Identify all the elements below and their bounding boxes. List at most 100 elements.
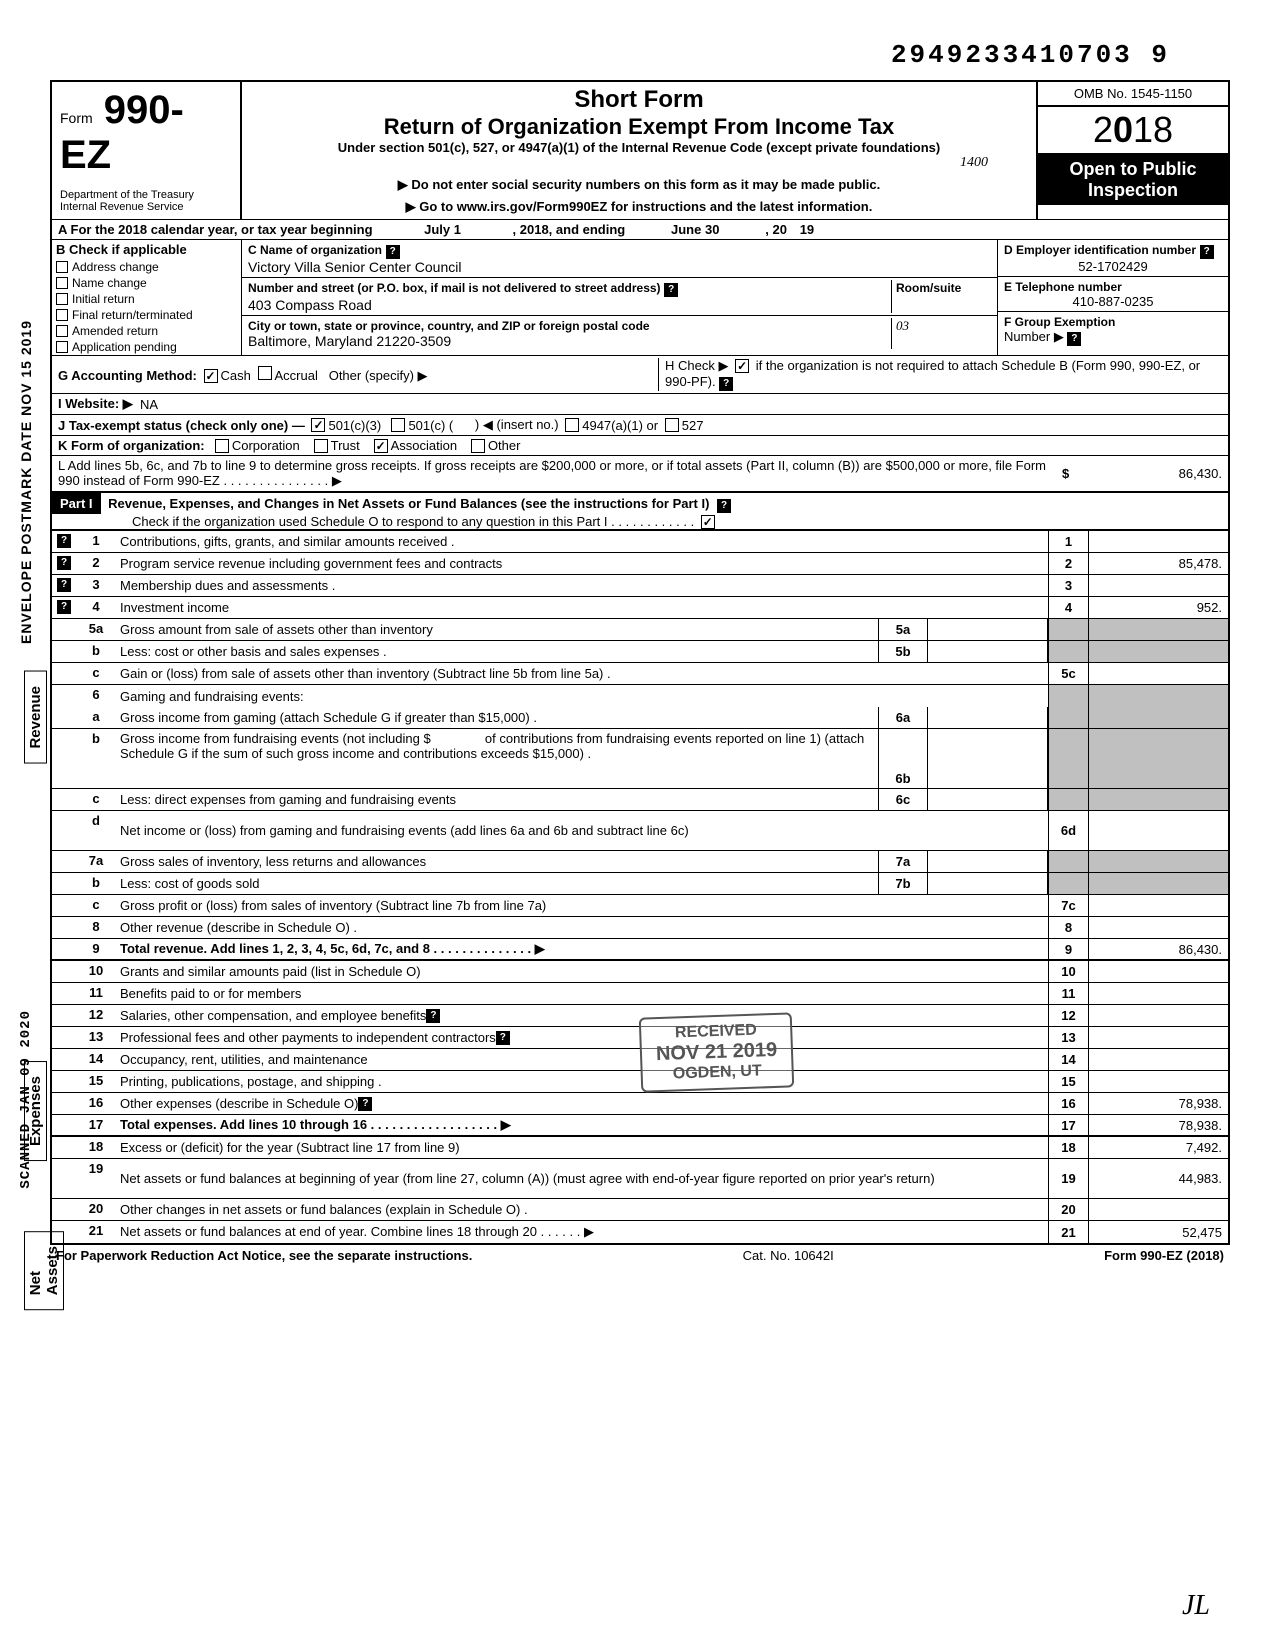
line-7a: 7a Gross sales of inventory, less return… xyxy=(52,851,1228,873)
help-icon[interactable]: ? xyxy=(496,1031,510,1045)
line-8: 8 Other revenue (describe in Schedule O)… xyxy=(52,917,1228,939)
chk-corp[interactable] xyxy=(215,439,229,453)
row-a-end-month: June 30 xyxy=(625,222,765,237)
side-label-revenue: Revenue xyxy=(24,671,47,764)
line-16-val: 78,938. xyxy=(1088,1093,1228,1114)
help-icon[interactable]: ? xyxy=(57,534,71,548)
line-5c: c Gain or (loss) from sale of assets oth… xyxy=(52,663,1228,685)
main-table: Revenue Expenses Net Assets ? 1Contribut… xyxy=(50,531,1230,1245)
line-7b: b Less: cost of goods sold 7b xyxy=(52,873,1228,895)
f-group-label: F Group Exemption xyxy=(1004,315,1115,329)
row-a-end-year: 19 xyxy=(787,222,827,237)
org-city: Baltimore, Maryland 21220-3509 xyxy=(248,333,451,349)
line-15-val xyxy=(1088,1071,1228,1092)
line-18-desc: Excess or (deficit) for the year (Subtra… xyxy=(120,1140,460,1155)
chk-amended-return[interactable]: Amended return xyxy=(52,323,241,339)
g-cash: Cash xyxy=(221,368,251,383)
chk-501c[interactable] xyxy=(391,418,405,432)
g-accrual: Accrual xyxy=(275,368,318,383)
room-handwritten: 03 xyxy=(896,318,909,333)
chk-final-return[interactable]: Final return/terminated xyxy=(52,307,241,323)
chk-address-change[interactable]: Address change xyxy=(52,259,241,275)
chk-accrual[interactable] xyxy=(258,366,272,380)
help-icon[interactable]: ? xyxy=(719,377,733,391)
line-7c: c Gross profit or (loss) from sales of i… xyxy=(52,895,1228,917)
footer-cat: Cat. No. 10642I xyxy=(743,1248,834,1263)
stamp-scanned: SCANNED JAN 09 2020 xyxy=(18,1010,34,1189)
chk-cash[interactable] xyxy=(204,369,218,383)
ein-value: 52-1702429 xyxy=(1004,259,1222,274)
line-6c-desc: Less: direct expenses from gaming and fu… xyxy=(120,792,456,807)
line-21: 21Net assets or fund balances at end of … xyxy=(52,1221,1228,1243)
line-18: 18Excess or (deficit) for the year (Subt… xyxy=(52,1137,1228,1159)
line-13-desc: Professional fees and other payments to … xyxy=(120,1030,496,1045)
chk-assoc[interactable] xyxy=(374,439,388,453)
line-7c-desc: Gross profit or (loss) from sales of inv… xyxy=(120,898,546,913)
handwritten-1400: 1400 xyxy=(250,155,1028,171)
help-icon[interactable]: ? xyxy=(1067,332,1081,346)
help-icon[interactable]: ? xyxy=(57,578,71,592)
line-6d-val xyxy=(1088,811,1228,850)
title-note-ssn: ▶ Do not enter social security numbers o… xyxy=(250,177,1028,193)
line-10: 10Grants and similar amounts paid (list … xyxy=(52,961,1228,983)
document-id: 2949233410703 9 xyxy=(891,40,1170,70)
header-right: OMB No. 1545-1150 2018 Open to Public In… xyxy=(1038,82,1228,219)
help-icon[interactable]: ? xyxy=(1200,245,1214,259)
stamp-received: RECEIVED NOV 21 2019 OGDEN, UT xyxy=(639,1012,795,1092)
chk-527[interactable] xyxy=(665,418,679,432)
chk-initial-return[interactable]: Initial return xyxy=(52,291,241,307)
line-14-val xyxy=(1088,1049,1228,1070)
help-icon[interactable]: ? xyxy=(57,600,71,614)
help-icon[interactable]: ? xyxy=(57,556,71,570)
title-note-url: ▶ Go to www.irs.gov/Form990EZ for instru… xyxy=(250,199,1028,215)
chk-other[interactable] xyxy=(471,439,485,453)
line-10-desc: Grants and similar amounts paid (list in… xyxy=(120,964,421,979)
chk-label: Final return/terminated xyxy=(72,308,193,322)
chk-name-change[interactable]: Name change xyxy=(52,275,241,291)
help-icon[interactable]: ? xyxy=(386,245,400,259)
col-c-org-info: C Name of organization ? Victory Villa S… xyxy=(242,240,998,355)
l-text: L Add lines 5b, 6c, and 7b to line 9 to … xyxy=(58,458,1062,489)
line-12-desc: Salaries, other compensation, and employ… xyxy=(120,1008,426,1023)
help-icon[interactable]: ? xyxy=(664,283,678,297)
footer: For Paperwork Reduction Act Notice, see … xyxy=(50,1245,1230,1266)
chk-4947[interactable] xyxy=(565,418,579,432)
help-icon[interactable]: ? xyxy=(426,1009,440,1023)
stamp-postmark: ENVELOPE POSTMARK DATE NOV 15 2019 xyxy=(18,320,34,644)
line-4: ? 4Investment income 4952. xyxy=(52,597,1228,619)
line-1: ? 1Contributions, gifts, grants, and sim… xyxy=(52,531,1228,553)
col-b-checkboxes: B Check if applicable Address change Nam… xyxy=(52,240,242,355)
title-short: Short Form xyxy=(250,86,1028,114)
chk-label: Initial return xyxy=(72,292,135,306)
help-icon[interactable]: ? xyxy=(717,499,731,513)
line-18-val: 7,492. xyxy=(1088,1137,1228,1158)
phone-value: 410-887-0235 xyxy=(1004,294,1222,309)
row-a-end-year-lbl: , 20 xyxy=(765,222,787,237)
chk-501c3[interactable] xyxy=(311,418,325,432)
line-20: 20Other changes in net assets or fund ba… xyxy=(52,1199,1228,1221)
chk-h[interactable] xyxy=(735,359,749,373)
row-a-begin: July 1 xyxy=(373,222,513,237)
part-1-header: Part I Revenue, Expenses, and Changes in… xyxy=(50,493,1230,531)
line-6: 6 Gaming and fundraising events: xyxy=(52,685,1228,707)
dept-irs: Internal Revenue Service xyxy=(60,201,232,213)
department-lines: Department of the Treasury Internal Reve… xyxy=(60,189,232,213)
line-2-val: 85,478. xyxy=(1088,553,1228,574)
chk-schedule-o[interactable] xyxy=(701,515,715,529)
line-16: 16Other expenses (describe in Schedule O… xyxy=(52,1093,1228,1115)
part-1-checkline: Check if the organization used Schedule … xyxy=(132,514,694,529)
footer-left: For Paperwork Reduction Act Notice, see … xyxy=(56,1248,472,1263)
line-11-desc: Benefits paid to or for members xyxy=(120,986,301,1001)
line-21-desc: Net assets or fund balances at end of ye… xyxy=(120,1224,594,1240)
line-6d-desc: Net income or (loss) from gaming and fun… xyxy=(120,823,689,838)
line-19-desc: Net assets or fund balances at beginning… xyxy=(120,1171,935,1186)
website-value: NA xyxy=(140,397,158,412)
line-17: 17Total expenses. Add lines 10 through 1… xyxy=(52,1115,1228,1137)
k-trust: Trust xyxy=(331,438,360,453)
help-icon[interactable]: ? xyxy=(358,1097,372,1111)
dept-treasury: Department of the Treasury xyxy=(60,189,232,201)
chk-application-pending[interactable]: Application pending xyxy=(52,339,241,355)
chk-trust[interactable] xyxy=(314,439,328,453)
line-13-val xyxy=(1088,1027,1228,1048)
line-17-desc: Total expenses. Add lines 10 through 16 … xyxy=(120,1117,511,1133)
